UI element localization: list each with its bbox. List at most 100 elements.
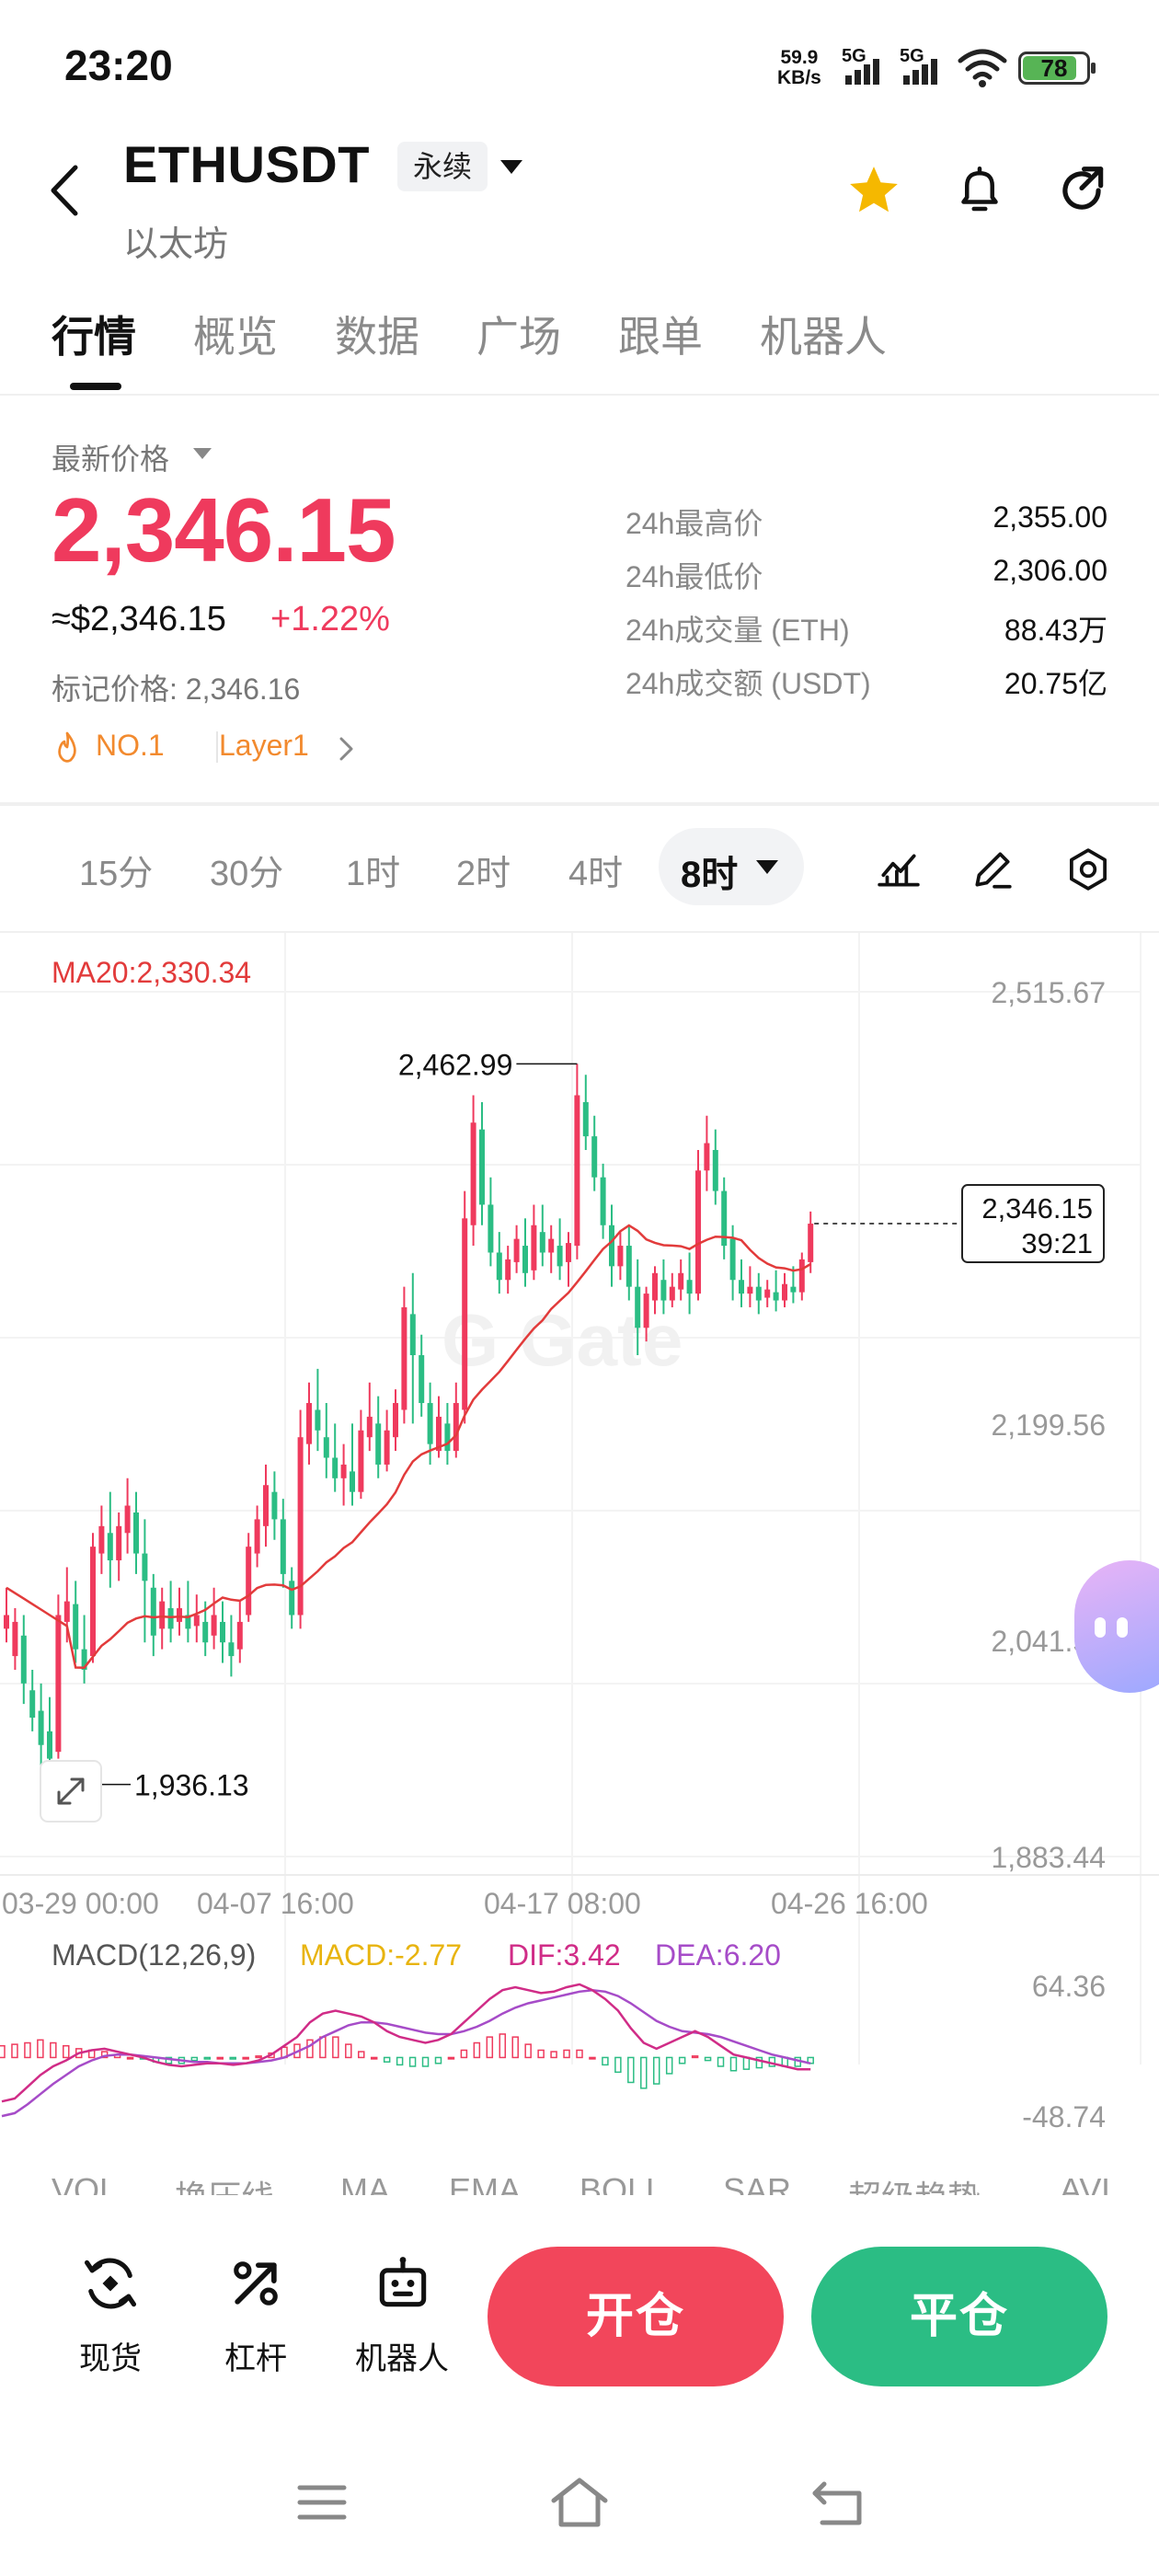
nav-margin-label[interactable]: 杠杆 xyxy=(224,2341,287,2376)
timeframe-active-pill[interactable] xyxy=(659,828,804,905)
draw-pen-icon[interactable] xyxy=(970,846,1016,892)
macd-hist-bar xyxy=(332,2036,339,2059)
candle-body xyxy=(436,1416,442,1452)
share-icon[interactable] xyxy=(1053,162,1110,219)
x-tick-label: 04-26 16:00 xyxy=(771,1887,928,1920)
macd-hist-bar xyxy=(576,2049,583,2059)
rank-tag[interactable]: NO.1 xyxy=(96,729,165,762)
stat-label: 24h最低价 xyxy=(625,560,763,593)
candle-body xyxy=(582,1101,589,1137)
timeframe-30m[interactable]: 30分 xyxy=(210,855,284,893)
dif-value: DIF:3.42 xyxy=(508,1938,621,1972)
star-icon[interactable] xyxy=(844,162,903,219)
margin-icon[interactable] xyxy=(224,2252,287,2315)
candle-body xyxy=(712,1149,718,1191)
tab-square[interactable]: 广场 xyxy=(476,313,561,361)
chevron-right-icon[interactable] xyxy=(339,736,355,762)
macd-hist-bar xyxy=(434,2056,442,2064)
symbol-dropdown-icon[interactable] xyxy=(500,160,522,174)
macd-hist-bar xyxy=(602,2056,609,2066)
candle-body xyxy=(721,1190,728,1247)
candle-body xyxy=(116,1525,122,1561)
macd-hist-bar xyxy=(126,2056,134,2060)
high-price-label: 2,462.99 xyxy=(398,1048,513,1081)
assistant-float-button[interactable] xyxy=(1074,1560,1159,1693)
candle-body xyxy=(409,1314,416,1355)
candle-body xyxy=(236,1621,243,1650)
candle-body xyxy=(773,1292,779,1301)
sector-tag[interactable]: Layer1 xyxy=(219,729,309,762)
timeframe-4h[interactable]: 4时 xyxy=(568,855,624,893)
stat-value: 20.75亿 xyxy=(1004,667,1107,700)
macd-hist-bar xyxy=(524,2043,532,2059)
candle-body xyxy=(470,1122,476,1225)
latest-price-label[interactable]: 最新价格 xyxy=(52,443,170,476)
candle-body xyxy=(557,1246,563,1267)
robot-icon[interactable] xyxy=(372,2252,434,2315)
spot-icon[interactable] xyxy=(79,2252,142,2315)
macd-hist-bar xyxy=(640,2056,648,2089)
bell-icon[interactable] xyxy=(952,162,1007,219)
symbol-title[interactable]: ETHUSDT xyxy=(123,135,370,193)
menu-icon[interactable] xyxy=(293,2475,351,2530)
macd-hist-bar xyxy=(345,2043,352,2059)
status-time: 23:20 xyxy=(64,41,173,89)
candle-body xyxy=(522,1246,528,1273)
tab-market[interactable]: 行情 xyxy=(52,313,136,361)
macd-hist-bar xyxy=(755,2056,763,2069)
tab-bots[interactable]: 机器人 xyxy=(760,313,887,361)
back-arrow-icon[interactable] xyxy=(48,164,81,217)
back-nav-icon[interactable] xyxy=(809,2475,868,2530)
candle-body xyxy=(350,1471,355,1492)
macd-title: MACD(12,26,9) xyxy=(52,1938,256,1972)
candle-body xyxy=(617,1246,624,1267)
candle-body xyxy=(297,1437,304,1616)
svg-text:G Gate: G Gate xyxy=(442,1299,683,1381)
open-position-button[interactable]: 开仓 xyxy=(488,2247,784,2386)
candle-body xyxy=(254,1519,260,1554)
timeframe-1h[interactable]: 1时 xyxy=(346,855,401,893)
stat-label: 24h最高价 xyxy=(625,507,763,540)
tab-copy-trading[interactable]: 跟单 xyxy=(618,313,703,361)
contract-type-badge[interactable]: 永续 xyxy=(397,142,488,191)
candle-body xyxy=(47,1731,52,1759)
price-chart[interactable]: G Gate MA20:2,330.34 2,515.672,199.562,0… xyxy=(0,933,1159,2184)
net-speed-unit: KB/s xyxy=(777,67,821,88)
candle-body xyxy=(142,1553,148,1581)
macd-hist-bar xyxy=(408,2056,417,2067)
candle-body xyxy=(375,1423,382,1465)
nav-spot-label[interactable]: 现货 xyxy=(79,2341,142,2376)
candle-body xyxy=(695,1170,701,1294)
timeframe-dropdown-icon[interactable] xyxy=(756,860,778,874)
candle-body xyxy=(167,1608,174,1629)
candle-body xyxy=(444,1423,451,1452)
macd-hist-bar xyxy=(190,2056,199,2062)
nav-bot-label[interactable]: 机器人 xyxy=(355,2341,449,2376)
candle-body xyxy=(531,1225,537,1271)
price-type-dropdown-icon[interactable] xyxy=(193,448,212,459)
candle-body xyxy=(496,1252,502,1281)
y-tick-label: 2,199.56 xyxy=(991,1409,1106,1442)
tab-overview[interactable]: 概览 xyxy=(193,313,278,361)
timeframe-8h[interactable]: 8时 xyxy=(681,855,739,895)
timeframe-2h[interactable]: 2时 xyxy=(456,855,511,893)
candle-body xyxy=(263,1485,269,1526)
close-position-button[interactable]: 平仓 xyxy=(811,2247,1107,2386)
chart-indicator-icon[interactable] xyxy=(876,846,922,892)
candle-body xyxy=(384,1430,390,1465)
candle-body xyxy=(220,1621,225,1643)
candle-body xyxy=(729,1238,736,1281)
candle-body xyxy=(625,1246,632,1287)
settings-icon[interactable] xyxy=(1065,846,1111,892)
tab-data[interactable]: 数据 xyxy=(335,313,419,361)
macd-hist-bar xyxy=(370,2056,378,2060)
home-icon[interactable] xyxy=(548,2475,611,2530)
expand-icon[interactable] xyxy=(39,1759,103,1823)
macd-y-tick: -48.74 xyxy=(1022,2100,1106,2133)
timeframe-15m[interactable]: 15分 xyxy=(79,855,154,893)
candle-body xyxy=(635,1286,641,1328)
candle-body xyxy=(358,1430,364,1492)
macd-hist-bar xyxy=(306,2039,314,2059)
candle-body xyxy=(427,1403,433,1444)
candle-body xyxy=(686,1280,693,1294)
